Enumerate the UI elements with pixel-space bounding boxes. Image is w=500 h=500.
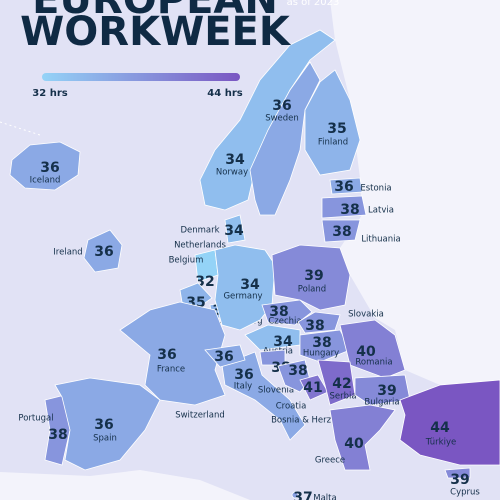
country-name: Hungary [303, 349, 339, 359]
country-name: Lithuania [361, 235, 400, 245]
country-name: Poland [298, 285, 326, 295]
country-name: Iceland [30, 176, 61, 186]
country-value: 44 [430, 420, 450, 436]
country-value: 36 [214, 349, 233, 365]
country-value: 40 [356, 344, 376, 360]
country-name: Malta [313, 494, 336, 500]
country [297, 311, 341, 334]
country-name: Greece [315, 456, 345, 466]
country-value: 34 [225, 152, 245, 168]
country-name: Belgium [169, 256, 204, 266]
country-name: Netherlands [174, 241, 226, 251]
country-value: 37 [293, 490, 312, 500]
title-top: EUROPEAN [32, 0, 278, 23]
country-value: 38 [48, 427, 67, 443]
country-value: 34 [273, 334, 293, 350]
country [317, 359, 356, 406]
country [399, 379, 500, 466]
country [214, 244, 276, 331]
legend-max: 44 hrs [207, 88, 242, 99]
country-name: Türkiye [425, 438, 456, 448]
country-name: Germany [223, 292, 262, 302]
country-name: Sweden [265, 114, 299, 124]
country [299, 329, 351, 363]
country-name: Romania [355, 358, 392, 368]
country-name: Finland [318, 138, 348, 148]
country-value: 38 [288, 363, 307, 379]
country-name: Latvia [368, 206, 394, 216]
country-name: Serbia [329, 392, 356, 402]
title: WORKWEEK [20, 9, 292, 55]
country-name: Ireland [53, 248, 82, 258]
country [329, 177, 363, 195]
country-name: Switzerland [175, 411, 225, 421]
country-value: 38 [269, 304, 288, 320]
country-name: Spain [93, 434, 117, 444]
country-value: 39 [377, 383, 396, 399]
country [54, 377, 161, 471]
country-name: Portugal [18, 414, 53, 424]
country [199, 29, 336, 211]
country-value: 38 [332, 224, 351, 240]
country-value: 38 [340, 202, 359, 218]
country [271, 244, 351, 311]
country-value: 40 [344, 436, 364, 452]
country-name: Czechia [268, 317, 301, 327]
country [354, 374, 411, 406]
country-name: Slovenia [258, 386, 294, 396]
country-value: 36 [272, 98, 291, 114]
country [119, 301, 226, 406]
country-value: 36 [40, 160, 59, 176]
country-value: 34 [240, 277, 260, 293]
country-value: 35 [327, 121, 346, 137]
legend-bar [42, 73, 240, 81]
other-land [330, 0, 500, 385]
country-value: 39 [450, 472, 469, 488]
country [179, 282, 213, 311]
country [291, 491, 299, 499]
country-value: 42 [332, 376, 351, 392]
country-value: 36 [157, 347, 176, 363]
country-name: Croatia [276, 402, 307, 412]
country-value: 38 [312, 335, 331, 351]
country-value: 41 [303, 380, 322, 396]
dotted-line [0, 121, 41, 136]
country [329, 404, 396, 471]
country-name: Denmark [180, 226, 219, 236]
country [321, 195, 367, 219]
country [221, 351, 306, 441]
country [304, 69, 361, 176]
subtitle: as of 2023 [287, 0, 340, 8]
country [339, 319, 406, 379]
country-value: 36 [234, 367, 253, 383]
country-name: Estonia [360, 184, 391, 194]
country [224, 214, 246, 244]
country-name: Bulgaria [364, 398, 399, 408]
country-name: Italy [234, 382, 252, 392]
country [249, 61, 321, 216]
country-value: 38 [305, 318, 324, 334]
country-name: Slovakia [348, 310, 384, 320]
country-value: 34 [224, 223, 244, 239]
country-name: Norway [216, 168, 248, 178]
country-value: 36 [94, 417, 113, 433]
country-name: France [157, 365, 185, 375]
country-value: 36 [334, 179, 353, 195]
country [444, 467, 471, 479]
country-name: Cyprus [450, 488, 480, 498]
legend-min: 32 hrs [32, 88, 67, 99]
country [321, 219, 361, 243]
country-name: Bosnia & Herzegovina [271, 416, 365, 426]
country-value: 39 [304, 268, 323, 284]
other-land [0, 470, 250, 500]
country [204, 344, 246, 368]
country-value: 36 [94, 244, 113, 260]
country [9, 141, 81, 191]
country [83, 229, 123, 273]
